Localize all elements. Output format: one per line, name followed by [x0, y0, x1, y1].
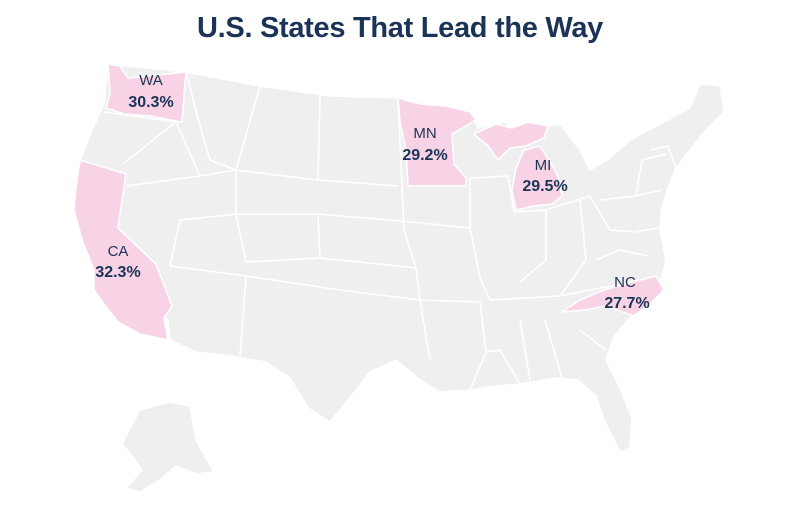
label-ca-value: 32.3% — [95, 264, 140, 281]
state-borders — [103, 71, 677, 391]
label-wa-abbr: WA — [139, 72, 163, 89]
alaska — [121, 401, 215, 493]
state-wa-shape[interactable] — [105, 63, 187, 123]
state-mi-upper-shape[interactable] — [473, 121, 549, 161]
state-ca-shape[interactable] — [73, 159, 173, 341]
us-landmass — [73, 63, 725, 453]
map-title: U.S. States That Lead the Way — [197, 12, 603, 44]
label-mn-abbr: MN — [413, 125, 436, 142]
state-mi-lower-shape[interactable] — [511, 145, 563, 211]
state-nc-shape[interactable] — [561, 275, 665, 317]
label-nc-abbr: NC — [614, 274, 636, 291]
state-mn-shape[interactable] — [397, 97, 477, 187]
label-mi-value: 29.5% — [522, 178, 567, 195]
label-wa-value: 30.3% — [128, 94, 173, 111]
label-nc-value: 27.7% — [604, 295, 649, 312]
label-mn-value: 29.2% — [402, 147, 447, 164]
label-ca-abbr: CA — [108, 243, 129, 260]
label-mi-abbr: MI — [535, 157, 552, 174]
